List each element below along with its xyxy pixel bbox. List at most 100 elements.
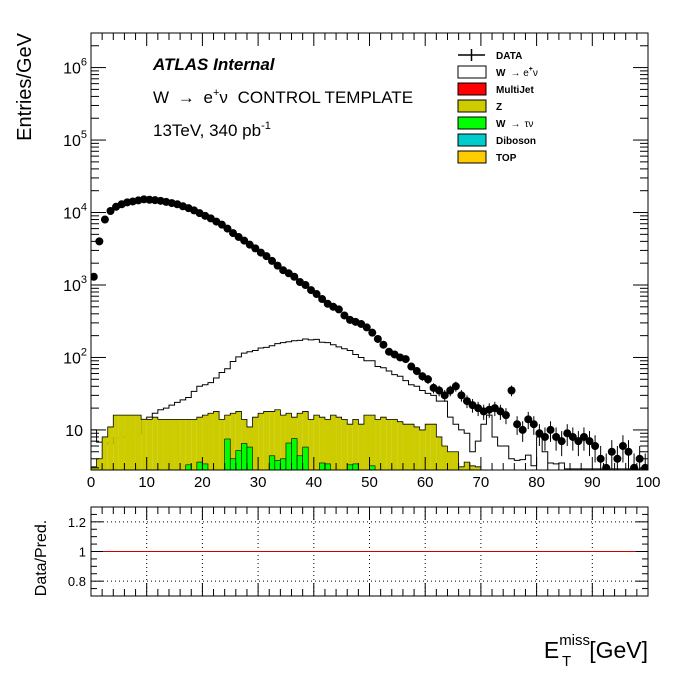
data-point bbox=[630, 453, 639, 470]
z-bin bbox=[118, 415, 125, 470]
legend-entry: W → τν bbox=[457, 116, 533, 130]
z-bin bbox=[91, 466, 97, 470]
data-point bbox=[540, 427, 549, 451]
z-bin bbox=[375, 419, 381, 470]
w-taunu-bin bbox=[224, 438, 231, 470]
data-point bbox=[362, 323, 371, 332]
data-point bbox=[602, 453, 611, 470]
z-bin bbox=[258, 413, 264, 470]
z-bin bbox=[235, 411, 242, 470]
y-tick-label: 106 bbox=[63, 57, 87, 78]
data-point bbox=[100, 215, 109, 224]
legend-entry: DATA bbox=[458, 49, 522, 62]
legend-entry: W → e+ν bbox=[457, 65, 538, 79]
z-bin bbox=[469, 465, 476, 470]
data-point bbox=[585, 431, 594, 457]
data-point bbox=[501, 408, 510, 425]
z-bin bbox=[336, 417, 342, 470]
data-point bbox=[607, 440, 616, 470]
z-bin bbox=[252, 417, 259, 470]
data-point bbox=[240, 236, 249, 245]
data-point bbox=[446, 385, 455, 397]
z-bin bbox=[319, 417, 325, 470]
w-taunu-bin bbox=[296, 455, 303, 470]
w-taunu-bin bbox=[268, 455, 276, 470]
data-point bbox=[440, 390, 449, 402]
data-point bbox=[368, 328, 377, 337]
ratio-y-axis-label: Data/Pred. bbox=[33, 520, 50, 596]
data-point bbox=[591, 435, 600, 463]
data-point bbox=[546, 421, 555, 442]
data-point bbox=[579, 427, 588, 451]
w-taunu-bin bbox=[291, 438, 298, 470]
legend-label: Diboson bbox=[496, 136, 536, 147]
w-taunu-bin bbox=[302, 446, 309, 470]
data-point bbox=[91, 272, 98, 281]
legend-label: W → e+ν bbox=[496, 66, 538, 79]
z-bin bbox=[313, 415, 320, 470]
data-point bbox=[340, 311, 349, 320]
z-bin bbox=[191, 419, 197, 470]
z-bin bbox=[219, 419, 225, 470]
z-bin bbox=[441, 446, 448, 470]
z-bin bbox=[174, 419, 181, 470]
z-bin bbox=[386, 419, 392, 470]
legend: DATA W → e+ν MultiJet Z W → τν Diboson TOP bbox=[457, 49, 538, 164]
data-point bbox=[334, 305, 343, 314]
data-point bbox=[251, 244, 260, 253]
z-bin bbox=[330, 415, 337, 470]
data-point bbox=[624, 440, 633, 470]
x-tick-label: 70 bbox=[473, 474, 490, 491]
data-point bbox=[596, 446, 605, 470]
ratio-y-tick-label: 0.8 bbox=[68, 574, 86, 589]
data-point bbox=[613, 446, 622, 470]
w-taunu-bin bbox=[196, 461, 203, 470]
data-point bbox=[535, 424, 544, 447]
z-bin bbox=[274, 409, 281, 470]
z-bin bbox=[263, 411, 270, 470]
data-point bbox=[435, 385, 444, 397]
z-bin bbox=[230, 413, 236, 470]
data-point bbox=[507, 385, 516, 397]
data-point bbox=[229, 229, 238, 238]
data-point bbox=[217, 220, 226, 229]
legend-entry: MultiJet bbox=[457, 82, 534, 96]
annotations: ATLAS Internal W → e+ν CONTROL TEMPLATE … bbox=[152, 55, 413, 140]
z-bin bbox=[157, 419, 164, 470]
z-bin bbox=[168, 419, 175, 470]
w-taunu-bin bbox=[319, 462, 326, 470]
data-point bbox=[618, 435, 627, 463]
z-bin bbox=[419, 429, 426, 470]
ratio-y-tick-label: 1.2 bbox=[68, 515, 86, 530]
data-point bbox=[518, 421, 527, 442]
z-bin bbox=[447, 451, 454, 470]
w-taunu-bin bbox=[185, 464, 192, 470]
legend-label: DATA bbox=[496, 51, 522, 62]
y-tick-label: 103 bbox=[63, 274, 87, 295]
data-point bbox=[552, 427, 561, 451]
z-bin bbox=[369, 415, 376, 470]
z-bin bbox=[324, 419, 331, 470]
data-point bbox=[557, 431, 566, 457]
w-taunu-bin bbox=[246, 446, 253, 470]
z-bin bbox=[163, 419, 169, 470]
z-bin bbox=[141, 419, 147, 470]
z-histogram-outline bbox=[91, 409, 482, 470]
data-point bbox=[635, 446, 644, 470]
z-bin bbox=[464, 462, 470, 470]
z-bin bbox=[397, 421, 403, 470]
data-point bbox=[373, 334, 382, 343]
legend-label: Z bbox=[496, 102, 502, 113]
energy-lumi-label: 13TeV, 340 pb-1 bbox=[153, 120, 271, 140]
w-taunu-bin bbox=[324, 463, 331, 470]
z-bin bbox=[285, 413, 292, 470]
z-bin bbox=[113, 415, 119, 470]
z-bin bbox=[458, 466, 465, 470]
z-bin bbox=[280, 415, 286, 470]
data-point bbox=[301, 280, 310, 289]
z-bin bbox=[380, 417, 387, 470]
data-point bbox=[290, 272, 299, 281]
data-point bbox=[407, 362, 416, 371]
data-point bbox=[262, 252, 271, 261]
z-bin bbox=[152, 417, 158, 470]
